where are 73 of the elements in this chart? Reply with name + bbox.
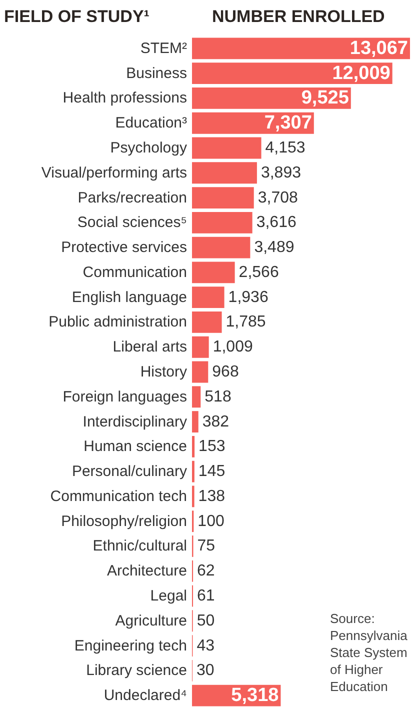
data-label: 43: [196, 637, 215, 654]
data-label: 1,936: [228, 288, 268, 306]
bar: [192, 236, 250, 258]
data-label: 968: [212, 364, 239, 380]
data-label: 13,067: [350, 38, 408, 59]
annotation: Source: Pennsylvania State System of Higher Education: [330, 611, 411, 694]
bar: [192, 286, 224, 308]
y-tick-label: Communication: [82, 264, 187, 281]
data-label: 153: [198, 438, 226, 456]
y-tick-label: Education³: [115, 114, 187, 132]
bar: [192, 162, 257, 184]
y-tick-label: Public administration: [48, 314, 187, 331]
data-label: 2,566: [238, 264, 279, 281]
data-label: 4,153: [265, 140, 306, 156]
bar: [192, 386, 201, 408]
y-tick-label: Legal: [150, 588, 187, 604]
bar: [192, 137, 262, 159]
y-tick-label: Architecture: [106, 562, 187, 580]
data-label: 3,489: [254, 239, 294, 256]
y-tick-label: Human science: [84, 438, 187, 456]
y-tick-label: Social sciences⁵: [77, 214, 187, 232]
data-label: 138: [198, 488, 226, 505]
y-axis-title: FIELD OF STUDY¹: [4, 7, 150, 26]
data-label: 5,318: [231, 685, 279, 706]
bar: [192, 212, 252, 234]
y-tick-label: Engineering tech: [74, 637, 187, 654]
x-axis-title: NUMBER ENROLLED: [212, 7, 385, 26]
y-tick-label: Health professions: [62, 90, 187, 107]
data-label: 3,616: [256, 214, 296, 232]
y-tick-label: Visual/performing arts: [41, 164, 187, 182]
y-tick-label: STEM²: [140, 40, 187, 57]
y-tick-label: Liberal arts: [112, 338, 187, 356]
y-tick-label: History: [140, 364, 188, 380]
bar: [192, 411, 198, 432]
y-tick-label: Foreign languages: [62, 388, 187, 406]
bar: [192, 88, 351, 109]
data-label: 1,785: [226, 314, 266, 331]
data-label: 50: [196, 612, 215, 630]
data-label: 518: [204, 388, 232, 406]
y-tick-label: Parks/recreation: [78, 189, 187, 206]
y-tick-label: Library science: [86, 662, 187, 680]
bar: [192, 361, 208, 383]
data-label: 30: [196, 662, 214, 680]
data-label: 75: [197, 538, 216, 555]
y-tick-label: Agriculture: [115, 612, 187, 630]
bar: [192, 62, 392, 84]
data-label: 145: [198, 463, 226, 480]
y-tick-label: Personal/culinary: [72, 463, 188, 480]
y-tick-label: English language: [72, 288, 187, 306]
bar: [192, 262, 235, 284]
data-label: 9,525: [301, 88, 350, 109]
bar: [192, 312, 222, 333]
y-tick-label: Ethnic/cultural: [92, 538, 187, 555]
data-label: 382: [202, 413, 230, 430]
y-tick-label: Protective services: [61, 239, 187, 256]
data-label: 1,009: [212, 338, 253, 356]
data-label: 100: [198, 512, 224, 530]
bar: [192, 187, 254, 208]
y-tick-label: Philosophy/religion: [61, 512, 187, 530]
data-label: 3,893: [260, 164, 302, 182]
data-label: 62: [197, 562, 215, 580]
y-tick-label: Psychology: [110, 140, 188, 156]
bar: [192, 336, 209, 358]
y-tick-label: Communication tech: [50, 488, 187, 505]
bar: [192, 38, 410, 60]
data-label: 7,307: [264, 112, 312, 134]
bar: [192, 436, 195, 458]
y-tick-label: Undeclared⁴: [104, 687, 187, 704]
data-label: 61: [197, 588, 215, 604]
data-label: 3,708: [258, 189, 298, 206]
data-label: 12,009: [332, 62, 390, 84]
y-tick-label: Interdisciplinary: [82, 413, 188, 430]
y-tick-label: Business: [126, 64, 187, 82]
